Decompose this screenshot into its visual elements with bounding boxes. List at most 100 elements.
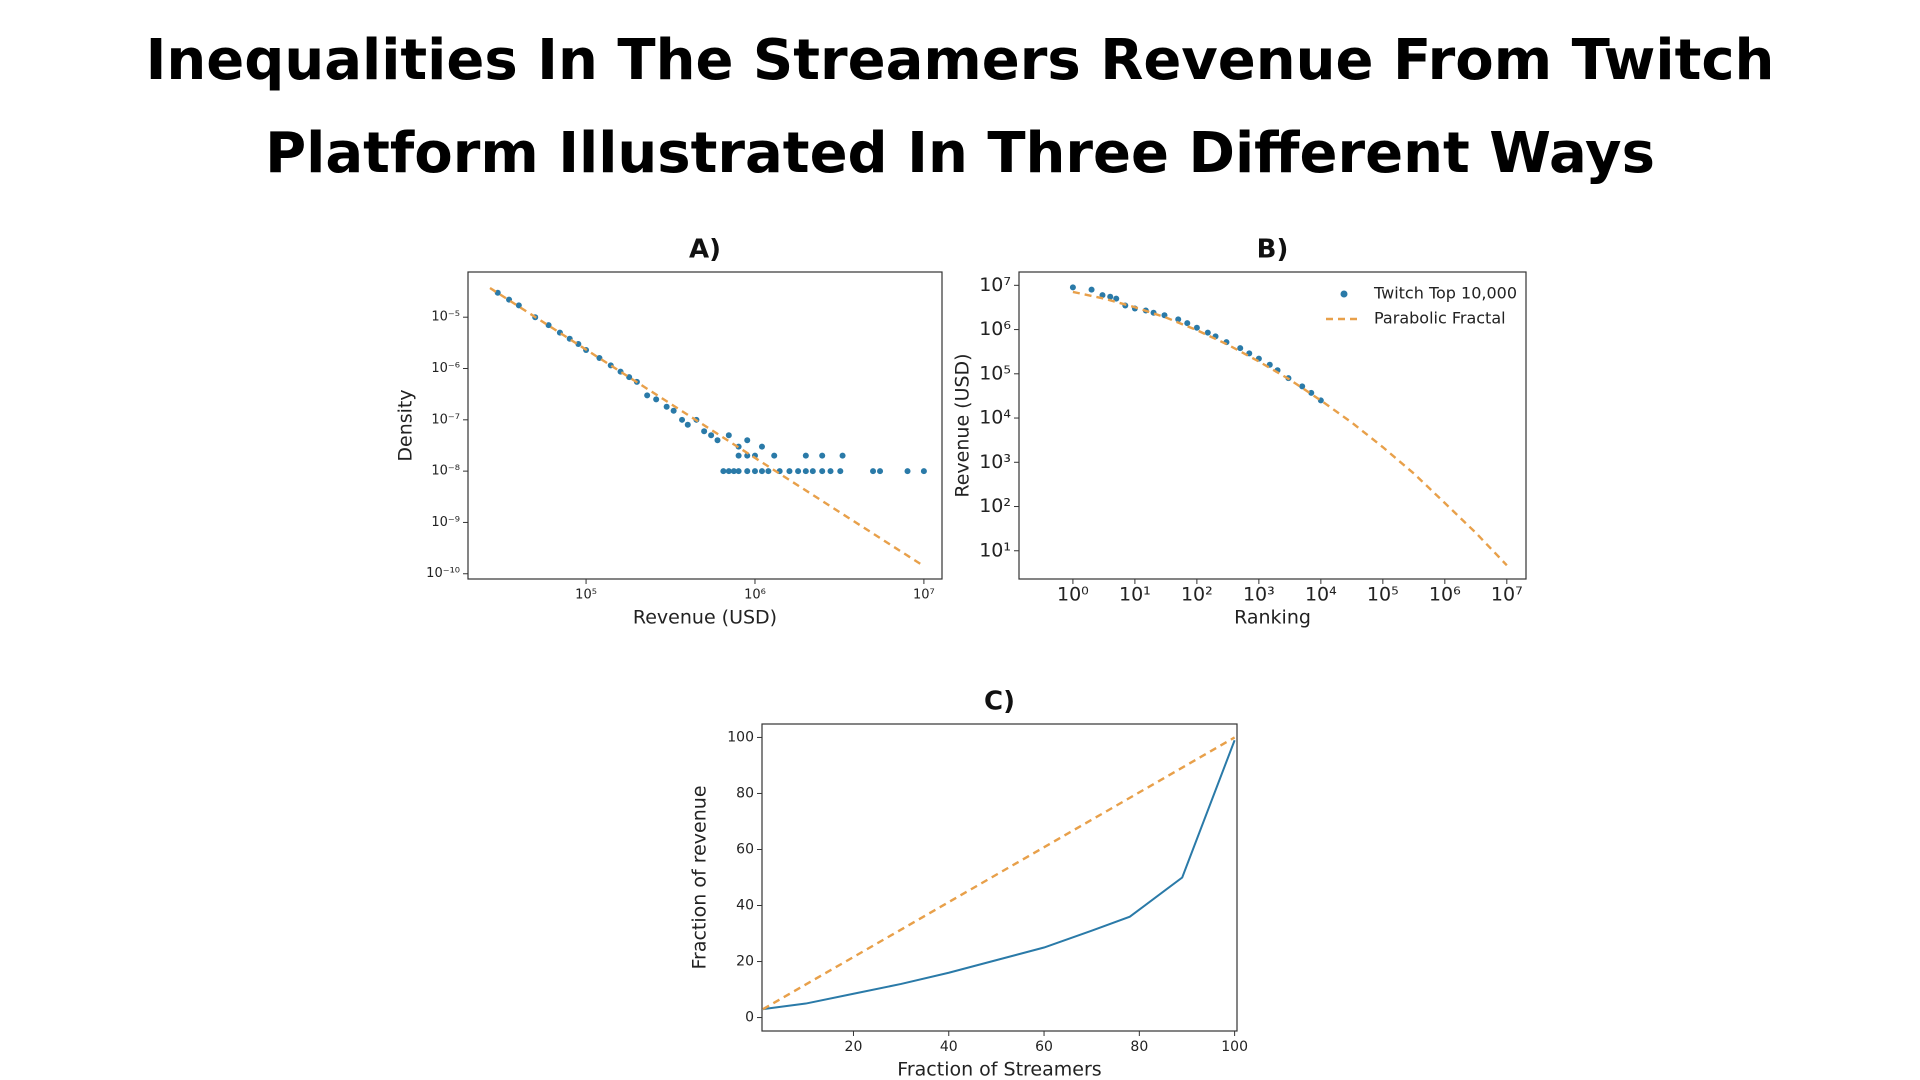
- point: [679, 416, 686, 423]
- x-axis-label: Revenue (USD): [633, 607, 777, 629]
- point: [735, 452, 742, 459]
- point: [802, 468, 809, 475]
- y-tick-label: 0: [745, 1010, 754, 1026]
- point: [701, 428, 708, 435]
- y-tick-label: 10²: [979, 495, 1011, 517]
- point: [730, 468, 737, 475]
- y-tick-label: 10⁻⁸: [431, 464, 460, 479]
- point: [1099, 292, 1106, 299]
- point: [751, 468, 758, 475]
- point: [1193, 324, 1200, 331]
- point: [877, 468, 884, 475]
- legend-label: Twitch Top 10,000: [1373, 284, 1517, 303]
- y-tick-label: 80: [736, 785, 754, 801]
- point: [735, 468, 742, 475]
- x-tick-label: 40: [940, 1039, 958, 1055]
- x-tick-label: 60: [1035, 1039, 1053, 1055]
- x-tick-label: 20: [845, 1039, 863, 1055]
- point: [1204, 329, 1211, 336]
- y-tick-label: 10¹: [979, 539, 1011, 561]
- point: [809, 468, 816, 475]
- point: [1069, 284, 1076, 291]
- point: [714, 437, 721, 444]
- panel-title: B): [1257, 235, 1289, 265]
- y-tick-label: 10⁻⁷: [431, 412, 460, 427]
- x-axis-label: Fraction of Streamers: [897, 1059, 1101, 1080]
- y-tick-label: 10⁻¹⁰: [426, 566, 460, 581]
- point: [515, 302, 522, 309]
- dashed-line: [489, 287, 923, 566]
- panel-title: C): [984, 687, 1015, 717]
- point: [904, 468, 911, 475]
- point: [827, 468, 834, 475]
- line: [762, 739, 1236, 1011]
- point: [725, 468, 732, 475]
- point: [819, 468, 826, 475]
- y-tick-label: 10³: [979, 451, 1011, 473]
- point: [663, 403, 670, 410]
- y-tick-label: 10⁻⁶: [431, 361, 460, 376]
- x-tick-label: 10⁶: [1429, 584, 1461, 606]
- point: [839, 452, 846, 459]
- y-tick-label: 10⁻⁵: [431, 310, 460, 325]
- x-tick-label: 10⁷: [1491, 584, 1523, 606]
- point: [684, 421, 691, 428]
- point: [653, 396, 660, 403]
- x-tick-label: 80: [1130, 1039, 1148, 1055]
- title: Inequalities In The Streamers Revenue Fr…: [146, 28, 1775, 93]
- x-axis-label: Ranking: [1234, 607, 1311, 629]
- point: [1175, 316, 1182, 323]
- point: [819, 452, 826, 459]
- dashed-line: [762, 736, 1236, 1011]
- x-tick-label: 100: [1221, 1039, 1248, 1055]
- point: [758, 468, 765, 475]
- y-tick-label: 100: [727, 729, 754, 745]
- point: [744, 437, 751, 444]
- point: [758, 443, 765, 450]
- point: [1107, 293, 1114, 300]
- y-axis-label: Fraction of revenue: [689, 785, 711, 969]
- x-tick-label: 10⁶: [744, 588, 766, 603]
- y-tick-label: 60: [736, 841, 754, 857]
- point: [1237, 345, 1244, 352]
- plot-frame: [467, 271, 943, 580]
- panel-title: A): [689, 235, 721, 265]
- x-tick-label: 10⁵: [575, 588, 597, 603]
- plot-frame: [1018, 271, 1527, 580]
- y-axis-label: Density: [395, 389, 417, 461]
- point: [545, 322, 552, 329]
- point: [771, 452, 778, 459]
- legend-label: Parabolic Fractal: [1374, 309, 1506, 328]
- point: [795, 468, 802, 475]
- y-axis-label: Revenue (USD): [952, 353, 974, 497]
- point: [744, 468, 751, 475]
- x-tick-label: 10³: [1243, 584, 1275, 606]
- legend-marker: [1340, 290, 1348, 298]
- dashed-line: [1072, 290, 1508, 567]
- point: [670, 407, 677, 414]
- x-tick-label: 10²: [1181, 584, 1213, 606]
- x-tick-label: 10⁰: [1057, 584, 1089, 606]
- point: [744, 452, 751, 459]
- point: [1113, 295, 1120, 302]
- point: [870, 468, 877, 475]
- y-tick-label: 10⁵: [979, 362, 1011, 384]
- point: [1308, 389, 1315, 396]
- point: [1299, 383, 1306, 390]
- x-tick-label: 10¹: [1119, 584, 1151, 606]
- y-tick-label: 10⁻⁹: [431, 515, 460, 530]
- point: [1184, 320, 1191, 327]
- x-tick-label: 10⁷: [913, 588, 935, 603]
- point: [786, 468, 793, 475]
- title: Platform Illustrated In Three Different …: [265, 121, 1655, 186]
- plot-frame: [761, 723, 1238, 1032]
- y-tick-label: 10⁷: [979, 274, 1011, 296]
- y-tick-label: 10⁶: [979, 318, 1011, 340]
- point: [708, 432, 715, 439]
- point: [920, 468, 927, 475]
- point: [720, 468, 727, 475]
- point: [837, 468, 844, 475]
- x-tick-label: 10⁴: [1305, 584, 1337, 606]
- y-tick-label: 40: [736, 898, 754, 914]
- point: [1088, 286, 1095, 293]
